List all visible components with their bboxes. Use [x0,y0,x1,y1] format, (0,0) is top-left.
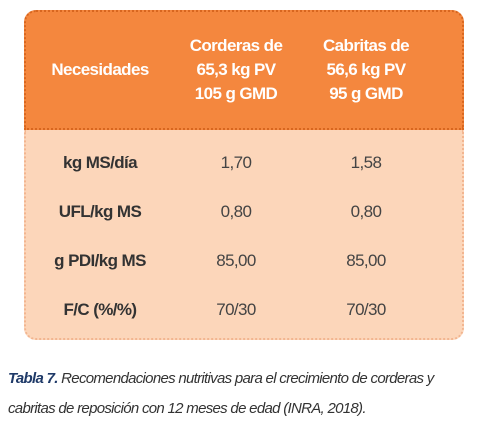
header-cell: Corderas de 65,3 kg PV 105 g GMD [189,36,283,103]
table: Necesidades Corderas de 65,3 kg PV 105 g … [24,10,464,340]
header-cell: Necesidades [51,60,149,79]
cell-value: 70/30 [346,300,386,319]
caption-text: Recomendaciones nutritivas para el creci… [8,370,434,417]
cell-value: 0,80 [220,202,252,221]
table-header [24,10,464,130]
cell-value: 1,58 [350,153,382,172]
row-label: F/C (%/%) [63,300,138,319]
table-body [24,130,464,340]
caption-label: Tabla 7. [8,370,58,387]
row-label: g PDI/kg MS [54,251,146,270]
caption: Tabla 7. Recomendaciones nutritivas para… [8,364,478,424]
cell-value: 85,00 [346,251,386,270]
row-label: kg MS/día [63,153,138,172]
cell-value: 70/30 [216,300,256,319]
row-label: UFL/kg MS [58,202,142,221]
cell-value: 85,00 [216,251,256,270]
cell-value: 0,80 [350,202,382,221]
cell-value: 1,70 [220,153,252,172]
header-cell: Cabritas de 56,6 kg PV 95 g GMD [323,36,410,103]
